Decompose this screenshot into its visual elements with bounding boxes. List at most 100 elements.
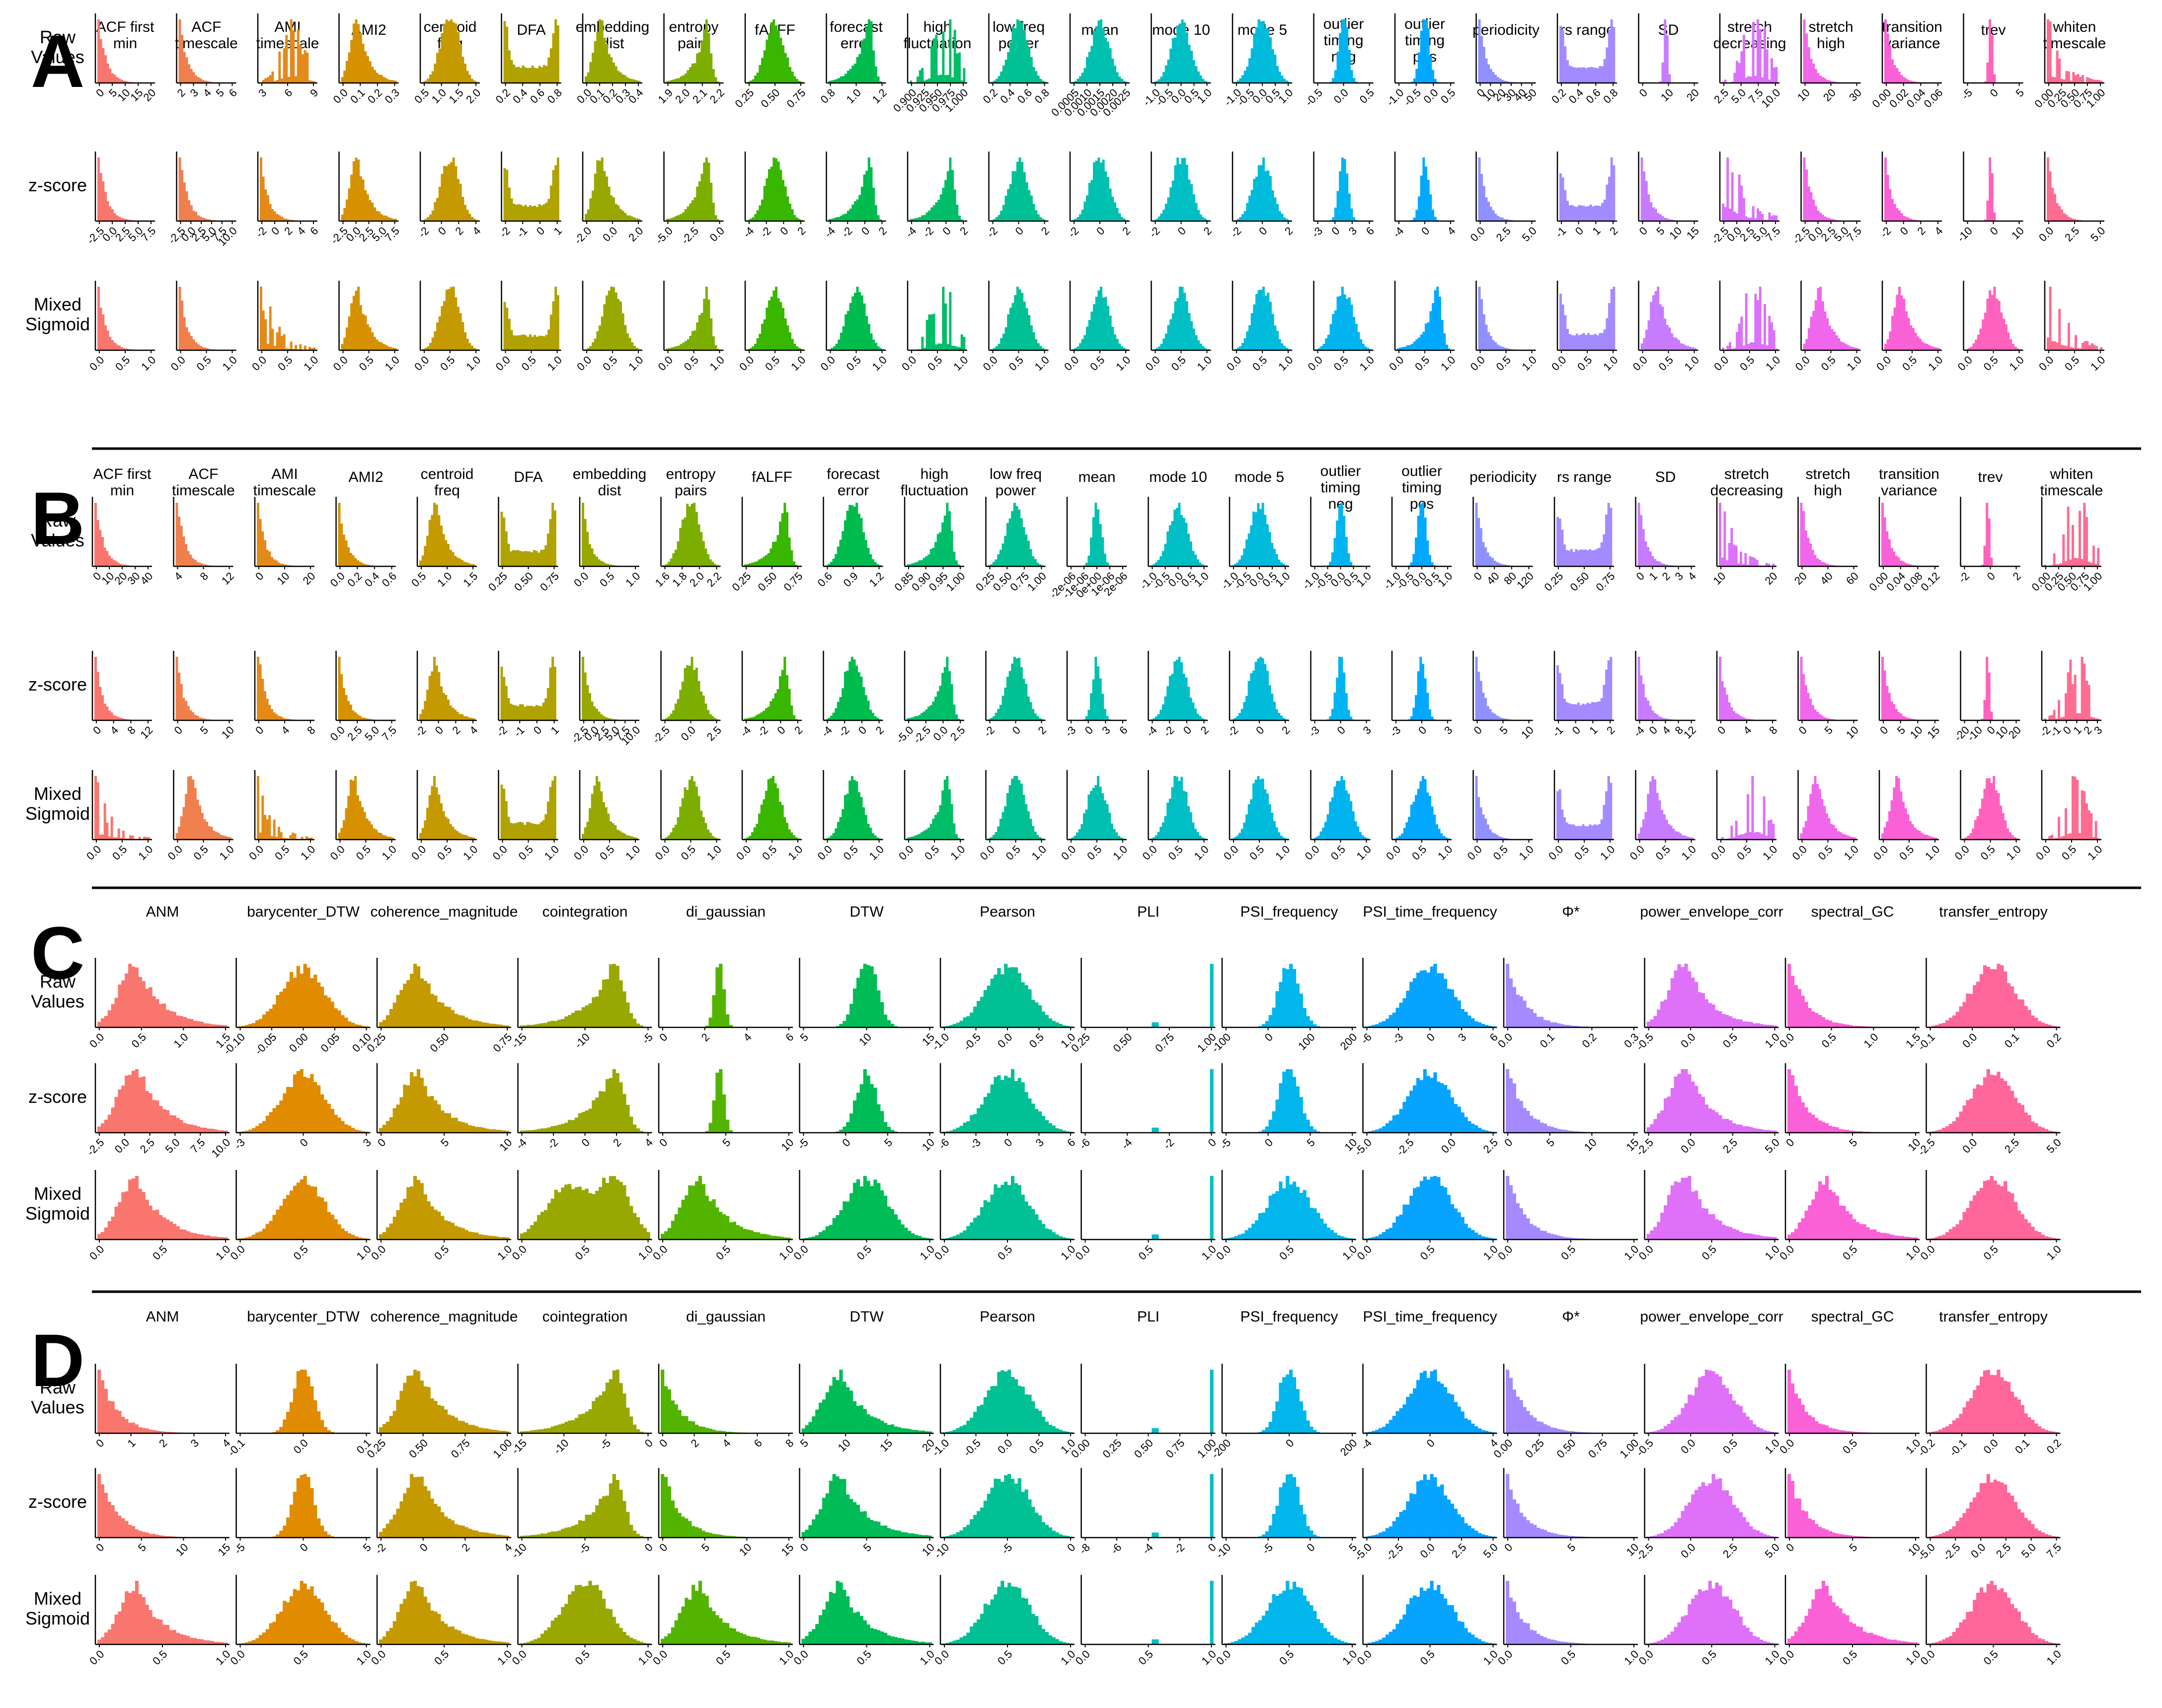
histogram-bar — [1591, 825, 1594, 840]
histogram-bar — [515, 205, 518, 221]
histogram-bar — [1606, 47, 1609, 83]
histogram-bar — [2074, 776, 2077, 840]
x-tick-label: 0.5 — [1816, 843, 1835, 862]
x-tick-label: 0.5 — [1897, 843, 1916, 862]
histogram-bar — [1266, 524, 1269, 566]
histogram-bar — [357, 159, 360, 221]
histogram-bar — [714, 564, 717, 566]
histogram-bar — [953, 823, 956, 840]
histogram-bar — [1903, 216, 1906, 221]
histogram-bar — [585, 214, 587, 221]
histogram-bar — [963, 68, 966, 83]
histogram-bar — [1601, 333, 1604, 350]
histogram-bar — [363, 564, 366, 566]
histogram-bar — [471, 345, 473, 350]
histogram-bar — [1345, 790, 1348, 840]
histogram-bar — [280, 716, 283, 720]
x-tick-label: -2 — [981, 724, 997, 740]
histogram-bar — [1572, 552, 1575, 566]
histogram-bar — [995, 712, 998, 720]
histogram-bar — [768, 169, 771, 221]
histogram-bar — [1100, 19, 1102, 83]
histogram-bar — [2086, 77, 2089, 83]
histogram-bar — [684, 341, 687, 350]
histogram-bar — [1665, 819, 1668, 840]
histogram-bar — [1589, 204, 1592, 221]
histogram-bar — [754, 343, 757, 350]
histogram-bar — [1013, 657, 1016, 720]
histogram-bar — [2051, 77, 2054, 83]
histogram-bar — [1910, 325, 1913, 350]
histogram-bar — [1744, 833, 1747, 840]
histogram-bar — [1197, 71, 1200, 83]
histogram-bar — [206, 822, 209, 840]
histogram-bar — [582, 834, 584, 840]
column-title: freq — [434, 482, 460, 499]
x-tick-label: 0 — [1637, 86, 1650, 99]
x-tick-label: 4 — [1660, 724, 1673, 737]
histogram-bar — [711, 716, 714, 720]
histogram-bar — [596, 776, 598, 840]
histogram-bar — [1884, 343, 1887, 350]
histogram-bar — [1687, 346, 1690, 350]
histogram-bar — [2074, 675, 2077, 720]
histogram-bar — [924, 80, 926, 83]
histogram-bar — [1341, 287, 1344, 350]
histogram-bar — [2058, 817, 2060, 840]
histogram-bar — [313, 347, 316, 350]
histogram-bar — [621, 313, 624, 350]
histogram-bar — [465, 716, 468, 720]
histogram-bar — [1610, 157, 1613, 221]
x-tick-label: 0.50 — [758, 86, 782, 110]
histogram-bar — [1496, 715, 1499, 720]
histogram-bar — [845, 74, 848, 83]
x-tick-label: 2.5 — [1711, 86, 1731, 106]
histogram-bar — [840, 216, 843, 221]
histogram-bar — [199, 217, 202, 221]
histogram-bar — [1095, 297, 1098, 350]
histogram-bar — [1278, 559, 1281, 566]
histogram-bar — [844, 795, 847, 840]
x-tick-label: 0.5 — [1247, 843, 1266, 862]
histogram-bar — [1726, 560, 1728, 566]
histogram-bar — [992, 835, 995, 840]
histogram-bar — [786, 57, 789, 83]
histogram-bar — [2011, 344, 2014, 350]
x-tick-label: 0.5 — [682, 354, 701, 373]
histogram-bar — [677, 345, 680, 350]
histogram-mixed-sigmoid: 0.0 0.5 1.0 — [1143, 281, 1214, 373]
histogram-bar — [442, 693, 445, 720]
histogram-bar — [1911, 719, 1914, 720]
histogram-bar — [774, 541, 777, 566]
x-tick-label: 0.0 — [1790, 843, 1809, 862]
histogram-bar — [285, 838, 287, 840]
histogram-bar — [195, 342, 198, 350]
histogram-bar — [1401, 347, 1404, 350]
histogram-bar — [850, 657, 853, 720]
histogram-mixed-sigmoid: 0.0 0.5 1.0 — [1224, 281, 1295, 373]
histogram-bar — [1021, 22, 1024, 83]
histogram-bar — [782, 308, 784, 350]
x-tick-label: 20 — [1792, 570, 1809, 587]
histogram-bar — [363, 717, 366, 720]
histogram-bar — [767, 779, 770, 840]
histogram-bar — [691, 331, 694, 350]
x-tick-label: -3 — [1388, 724, 1403, 740]
histogram-bar — [842, 809, 845, 840]
x-tick-label: 1.0 — [301, 354, 320, 373]
histogram-bar — [1107, 177, 1109, 221]
x-tick-label: 0.5 — [597, 843, 617, 862]
histogram-z-score: -2 -1 0 1 — [497, 152, 564, 240]
histogram-bar — [1814, 555, 1817, 566]
histogram-bar — [283, 334, 286, 350]
histogram-bar — [1202, 217, 1205, 221]
x-tick-label: 2 — [1198, 724, 1211, 737]
histogram-bar — [2065, 808, 2067, 840]
histogram-bar — [188, 332, 191, 350]
histogram-bar — [1418, 196, 1420, 221]
x-tick-label: 0.0 — [2036, 354, 2056, 373]
histogram-z-score: -3 0 3 6 — [1309, 152, 1377, 240]
histogram-bar — [122, 830, 125, 840]
